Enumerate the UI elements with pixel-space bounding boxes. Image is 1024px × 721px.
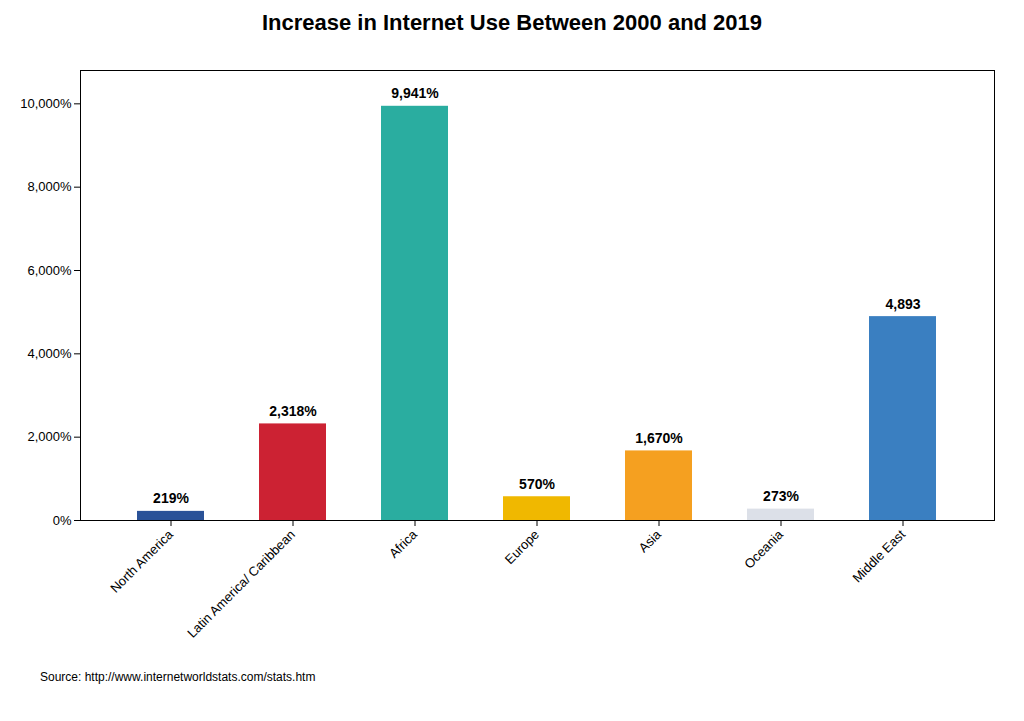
svg-text:Oceania: Oceania [741,526,786,571]
svg-text:Asia: Asia [636,526,665,555]
svg-text:2,000%: 2,000% [27,429,72,444]
svg-text:North America: North America [107,526,176,595]
svg-text:219%: 219% [153,490,189,506]
svg-text:8,000%: 8,000% [27,179,72,194]
svg-text:570%: 570% [519,476,555,492]
svg-text:Middle East: Middle East [849,527,908,586]
svg-text:273%: 273% [763,488,799,504]
svg-text:0%: 0% [53,513,72,528]
svg-text:1,670%: 1,670% [635,430,683,446]
svg-text:Europe: Europe [502,527,542,567]
svg-text:10,000%: 10,000% [20,96,72,111]
svg-text:4,893: 4,893 [885,296,920,312]
svg-text:2,318%: 2,318% [269,403,317,419]
html-text:Source: http://www.internetwor: Source: http://www.internetworldstats.co… [40,670,316,684]
svg-text:6,000%: 6,000% [27,263,72,278]
svg-text:Latin America/ Caribbean: Latin America/ Caribbean [184,527,298,641]
svg-text:9,941%: 9,941% [391,85,439,101]
svg-text:Africa: Africa [386,526,421,561]
svg-text:4,000%: 4,000% [27,346,72,361]
html-text:Increase in Internet Use Betwe: Increase in Internet Use Between 2000 an… [261,10,763,35]
